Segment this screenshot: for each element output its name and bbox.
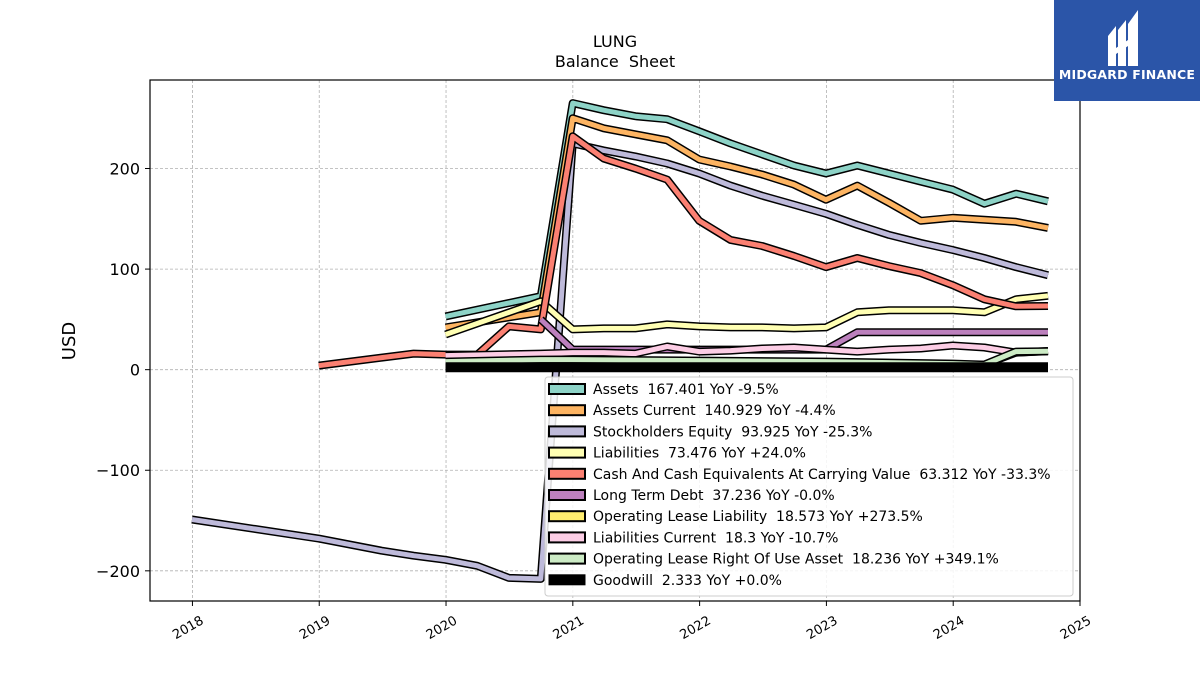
legend-entry: Goodwill 2.333 YoY +0.0% <box>593 573 782 589</box>
series-line-liabilities-current <box>445 343 1049 359</box>
legend-swatch <box>548 552 586 565</box>
brand-logo: MIDGARD FINANCE <box>1054 0 1200 101</box>
y-tick-label: 0 <box>130 361 140 380</box>
series-line-liabilities <box>444 293 1049 337</box>
legend: Assets 167.401 YoY -9.5% Assets Current 1… <box>544 376 1074 597</box>
legend-swatch <box>548 574 586 586</box>
legend-swatch <box>548 467 586 480</box>
x-tick-label: 2025 <box>1058 613 1094 643</box>
x-tick-label: 2020 <box>424 613 460 643</box>
y-axis-label: USD <box>59 322 80 360</box>
series-line-stockholders-equity <box>191 140 1049 582</box>
x-tick-label: 2021 <box>551 613 587 643</box>
legend-box <box>544 376 1074 597</box>
y-tick-label: 200 <box>109 160 140 179</box>
plot-frame <box>149 79 1081 602</box>
legend-swatch <box>548 404 586 417</box>
legend-entry: Assets Current 140.929 YoY -4.4% <box>593 403 836 419</box>
x-tick-label: 2024 <box>931 613 967 643</box>
legend-swatch <box>548 425 586 438</box>
legend-entry: Operating Lease Liability 18.573 YoY +27… <box>593 509 923 525</box>
data-series <box>191 99 1049 583</box>
series-line-operating-lease-right-of-use-asset <box>445 348 1049 368</box>
y-tick-label: −200 <box>96 562 140 581</box>
x-tick-label: 2018 <box>170 613 206 643</box>
chart-subtitle: Balance Sheet <box>555 52 675 71</box>
legend-entry: Liabilities 73.476 YoY +24.0% <box>593 446 806 462</box>
legend-entry: Stockholders Equity 93.925 YoY -25.3% <box>593 424 872 440</box>
series-line-assets-current <box>445 115 1049 330</box>
y-tick-label: 100 <box>109 260 140 279</box>
legend-swatch <box>548 531 586 544</box>
x-tick-label: 2022 <box>677 613 713 643</box>
series-line-assets <box>445 100 1049 319</box>
legend-swatch <box>548 383 586 395</box>
x-tick-label: 2019 <box>297 613 333 643</box>
midgard-mountain-logo-icon <box>1108 10 1138 66</box>
legend-swatch <box>548 510 586 523</box>
legend-entry: Assets 167.401 YoY -9.5% <box>593 382 779 398</box>
brand-name: MIDGARD FINANCE <box>1058 67 1196 82</box>
chart-title: LUNG <box>593 32 637 51</box>
legend-swatch <box>548 446 586 459</box>
y-tick-label: −100 <box>96 461 140 480</box>
legend-entry: Liabilities Current 18.3 YoY -10.7% <box>593 530 838 546</box>
legend-entry: Cash And Cash Equivalents At Carrying Va… <box>593 467 1051 483</box>
legend-entry: Operating Lease Right Of Use Asset 18.23… <box>593 552 999 568</box>
legend-entry: Long Term Debt 37.236 YoY -0.0% <box>593 488 835 504</box>
x-tick-label: 2023 <box>804 613 840 643</box>
legend-swatch <box>548 489 586 501</box>
